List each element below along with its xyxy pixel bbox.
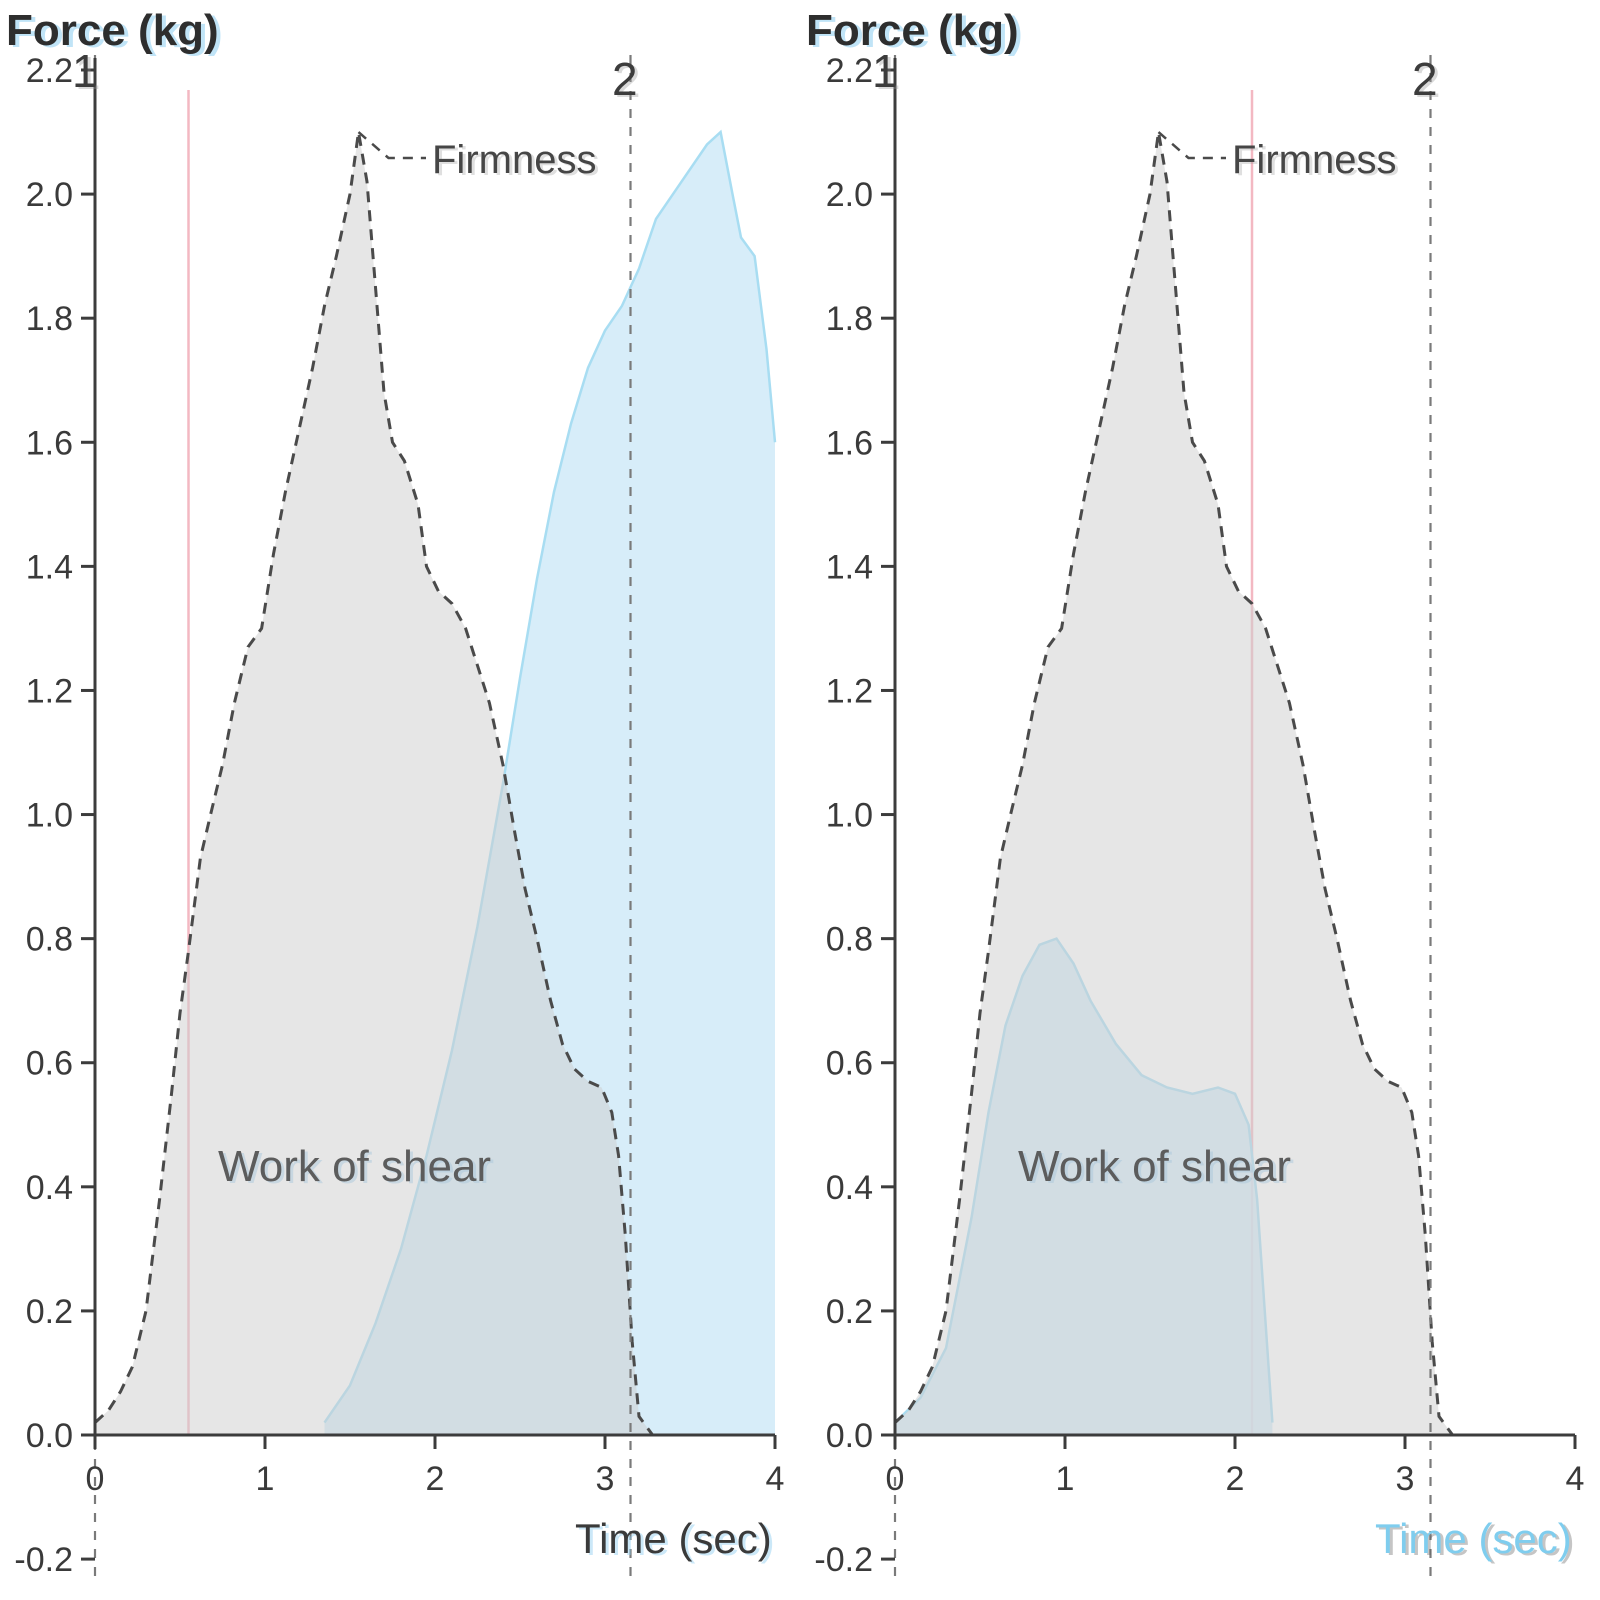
y-tick-label: 1.8	[826, 300, 873, 338]
y-tick-label: -0.2	[14, 1541, 73, 1579]
x-tick-label: 1	[256, 1460, 275, 1498]
chart-canvas: 2.2 2.0 1.8 1.6 1.4 1.2 1.0 0.8 0.6 0.4 0.2 0.0 -0.2…	[814, 52, 1585, 1585]
firmness-annotation: Firmness	[1232, 138, 1397, 182]
chart-panel-right: 2.2 2.0 1.8 1.6 1.4 1.2 1.0 0.8 0.6 0.4 0.2 0.0 -0.2…	[800, 0, 1600, 1600]
y-tick-label: 1.2	[826, 672, 873, 710]
x-tick-label: 0	[886, 1460, 905, 1498]
y-tick-label: 1.2	[26, 672, 73, 710]
x-tick-label: 2	[426, 1460, 445, 1498]
event-marker-2-label: 2	[612, 53, 638, 105]
work-of-shear-area	[95, 132, 653, 1436]
y-tick-label: 0.4	[826, 1169, 873, 1207]
event-marker-1-label: 1	[72, 45, 98, 97]
y-tick-label: 0.4	[26, 1169, 73, 1207]
y-tick-label: 0.0	[26, 1417, 73, 1455]
force-curve	[893, 131, 1454, 1436]
x-axis-title: Time (sec)	[575, 1515, 772, 1562]
y-tick-label: 2.2	[26, 52, 73, 90]
x-tick-label: 3	[596, 1460, 615, 1498]
firmness-leader-line	[1157, 131, 1226, 160]
x-tick-label: 0	[86, 1460, 105, 1498]
overlay-area	[324, 132, 775, 1436]
x-axis-title: Time (sec)	[1375, 1515, 1572, 1562]
chart-canvas: 2.2 2.0 1.8 1.6 1.4 1.2 1.0 0.8 0.6 0.4 0.2 0.0 -0.2…	[14, 52, 785, 1585]
y-tick-label: 2.2	[826, 52, 873, 90]
y-tick-label: 0.2	[26, 1293, 73, 1331]
x-tick-label: 2	[1226, 1460, 1245, 1498]
x-tick-label: 1	[1056, 1460, 1075, 1498]
firmness-leader-line	[357, 131, 426, 160]
event-marker-2-label: 2	[1412, 53, 1438, 105]
y-tick-label: 1.4	[26, 548, 73, 586]
x-tick-label: 4	[1566, 1460, 1585, 1498]
y-axis-title: Force (kg)	[806, 6, 1019, 55]
x-tick-label: 4	[766, 1460, 785, 1498]
chart-panel-left: 2.2 2.0 1.8 1.6 1.4 1.2 1.0 0.8 0.6 0.4 0.2 0.0 -0.2…	[6, 6, 785, 1585]
work-of-shear-annotation: Work of shear	[1018, 1142, 1292, 1191]
y-tick-label: 0.2	[826, 1293, 873, 1331]
x-tick-label: 3	[1396, 1460, 1415, 1498]
force-curve	[93, 131, 654, 1436]
y-tick-label: -0.2	[814, 1541, 873, 1579]
y-tick-label: 0.8	[826, 921, 873, 959]
event-marker-1-label: 1	[872, 45, 898, 97]
firmness-annotation: Firmness	[432, 138, 597, 182]
y-axis-title: Force (kg)	[6, 6, 219, 55]
y-tick-label: 0.8	[26, 921, 73, 959]
y-tick-label: 1.6	[826, 424, 873, 462]
y-tick-label: 1.6	[26, 424, 73, 462]
y-tick-label: 0.0	[826, 1417, 873, 1455]
y-tick-label: 0.6	[826, 1045, 873, 1083]
y-tick-label: 1.8	[26, 300, 73, 338]
work-of-shear-annotation: Work of shear	[218, 1142, 492, 1191]
y-tick-label: 1.0	[826, 797, 873, 835]
y-tick-label: 0.6	[26, 1045, 73, 1083]
y-tick-label: 2.0	[26, 176, 73, 214]
work-of-shear-area	[895, 132, 1453, 1436]
y-tick-label: 1.4	[826, 548, 873, 586]
y-tick-label: 1.0	[26, 797, 73, 835]
y-tick-label: 2.0	[826, 176, 873, 214]
